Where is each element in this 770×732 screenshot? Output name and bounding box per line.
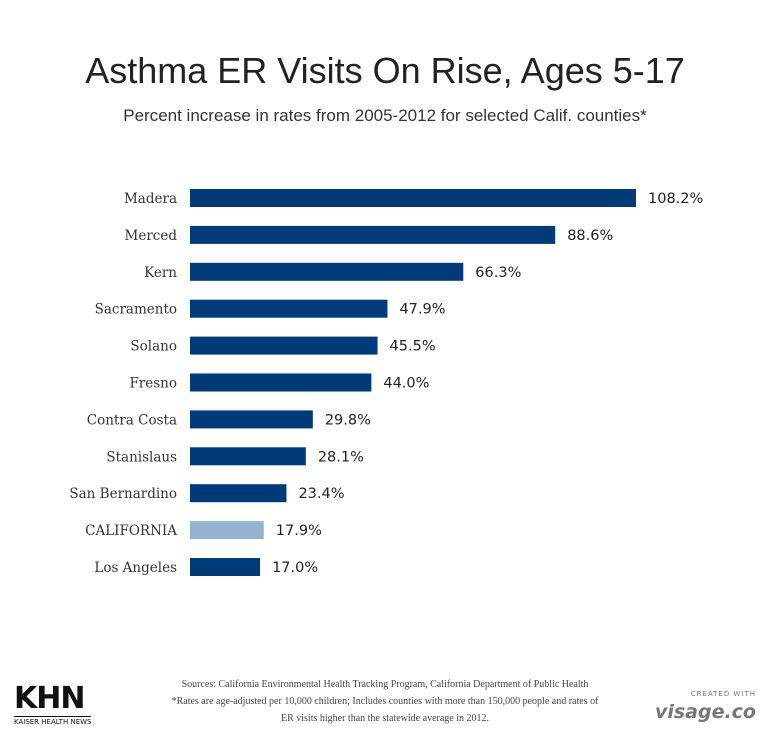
chart-subtitle: Percent increase in rates from 2005-2012… bbox=[123, 106, 647, 125]
category-label: Los Angeles bbox=[94, 560, 177, 576]
footnote-line-1: *Rates are age-adjusted per 10,000 child… bbox=[171, 696, 599, 707]
bar bbox=[190, 484, 287, 503]
bar bbox=[190, 410, 313, 429]
category-label: Merced bbox=[125, 228, 178, 244]
footnote-line-2: ER visits higher than the statewide aver… bbox=[280, 713, 489, 724]
bar bbox=[190, 299, 388, 318]
value-label: 66.3% bbox=[475, 265, 521, 281]
bar bbox=[190, 336, 378, 355]
category-label: Madera bbox=[124, 191, 177, 207]
value-label: 47.9% bbox=[399, 302, 445, 318]
category-label: CALIFORNIA bbox=[85, 523, 177, 539]
category-label: Fresno bbox=[129, 376, 177, 392]
value-label: 23.4% bbox=[298, 486, 344, 502]
bar bbox=[190, 189, 636, 207]
value-label: 88.6% bbox=[567, 228, 613, 244]
bar bbox=[190, 262, 464, 281]
bar bbox=[190, 373, 372, 392]
sources-text: Sources: California Environmental Health… bbox=[181, 679, 589, 690]
khn-logo-subtitle: KAISER HEALTH NEWS bbox=[14, 716, 92, 726]
chart-title: Asthma ER Visits On Rise, Ages 5-17 bbox=[85, 50, 685, 91]
value-label: 108.2% bbox=[648, 191, 703, 207]
visage-logo: visage.co bbox=[654, 701, 756, 723]
bar bbox=[190, 558, 261, 576]
bar-chart: Madera 108.2% Merced 88.6% Kern 66.3% Sacramen… bbox=[69, 189, 703, 576]
category-label: San Bernardino bbox=[69, 486, 177, 502]
visage-logo-top: CREATED WITH bbox=[690, 690, 756, 698]
khn-logo: KHN bbox=[14, 681, 85, 716]
category-label: Kern bbox=[144, 265, 177, 281]
bar bbox=[190, 521, 264, 540]
value-label: 28.1% bbox=[318, 449, 364, 465]
value-label: 44.0% bbox=[383, 376, 429, 392]
value-label: 17.0% bbox=[272, 560, 318, 576]
category-label: Sacramento bbox=[95, 302, 177, 318]
value-label: 29.8% bbox=[325, 412, 371, 428]
value-label: 17.9% bbox=[276, 523, 322, 539]
value-label: 45.5% bbox=[390, 339, 436, 355]
category-label: Stanislaus bbox=[106, 449, 177, 465]
category-label: Contra Costa bbox=[87, 412, 177, 428]
bar bbox=[190, 225, 556, 244]
bar bbox=[190, 447, 306, 466]
category-label: Solano bbox=[130, 339, 177, 355]
